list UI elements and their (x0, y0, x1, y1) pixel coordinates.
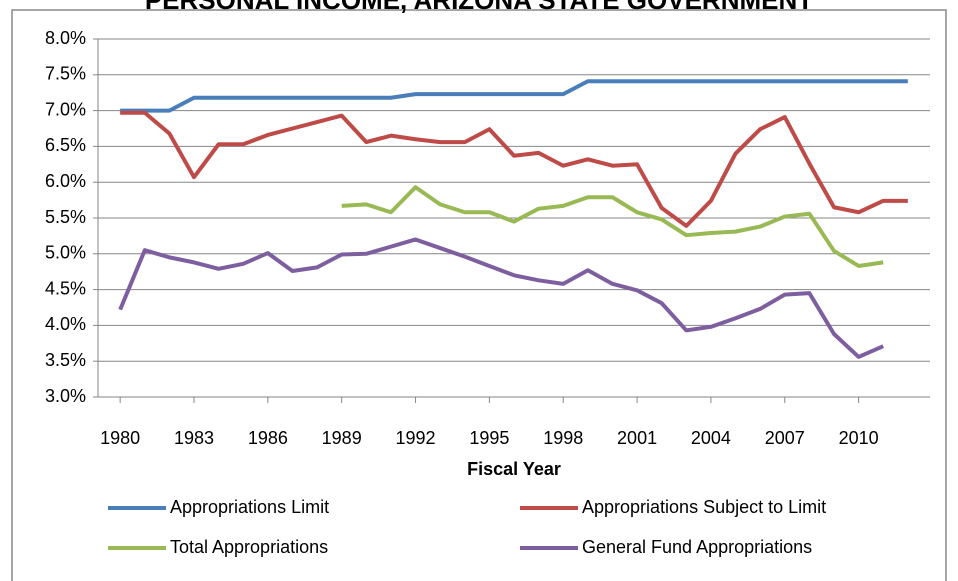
series-line (120, 79, 908, 113)
x-tick-label: 1992 (396, 428, 436, 448)
y-tick-label: 3.0% (45, 386, 86, 406)
y-tick-label: 7.0% (45, 99, 86, 119)
x-tick-label: 1998 (543, 428, 583, 448)
y-tick-label: 5.0% (45, 243, 86, 263)
y-tick-label: 6.5% (45, 135, 86, 155)
y-tick-label: 7.5% (45, 64, 86, 84)
series-line (341, 185, 884, 268)
x-axis-title: Fiscal Year (467, 459, 561, 479)
series-line (118, 237, 885, 359)
y-tick-label: 8.0% (45, 28, 86, 48)
legend-label: General Fund Appropriations (582, 537, 812, 557)
y-tick-label: 5.5% (45, 207, 86, 227)
y-tick-label: 6.0% (45, 171, 86, 191)
x-tick-label: 1995 (469, 428, 509, 448)
x-tick-label: 1983 (174, 428, 214, 448)
x-tick-label: 1989 (322, 428, 362, 448)
x-tick-label: 2001 (617, 428, 657, 448)
x-tick-label: 2007 (765, 428, 805, 448)
x-tick-label: 2004 (691, 428, 731, 448)
legend-label: Total Appropriations (170, 537, 328, 557)
chart-title: PERSONAL INCOME, ARIZONA STATE GOVERNMEN… (145, 0, 813, 15)
y-tick-label: 3.5% (45, 350, 86, 370)
x-tick-label: 1986 (248, 428, 288, 448)
x-tick-label: 1980 (100, 428, 140, 448)
series-line (120, 110, 908, 228)
x-tick-label: 2010 (839, 428, 879, 448)
y-tick-label: 4.5% (45, 278, 86, 298)
legend-label: Appropriations Subject to Limit (582, 497, 826, 517)
legend-label: Appropriations Limit (170, 497, 329, 517)
y-tick-label: 4.0% (45, 314, 86, 334)
